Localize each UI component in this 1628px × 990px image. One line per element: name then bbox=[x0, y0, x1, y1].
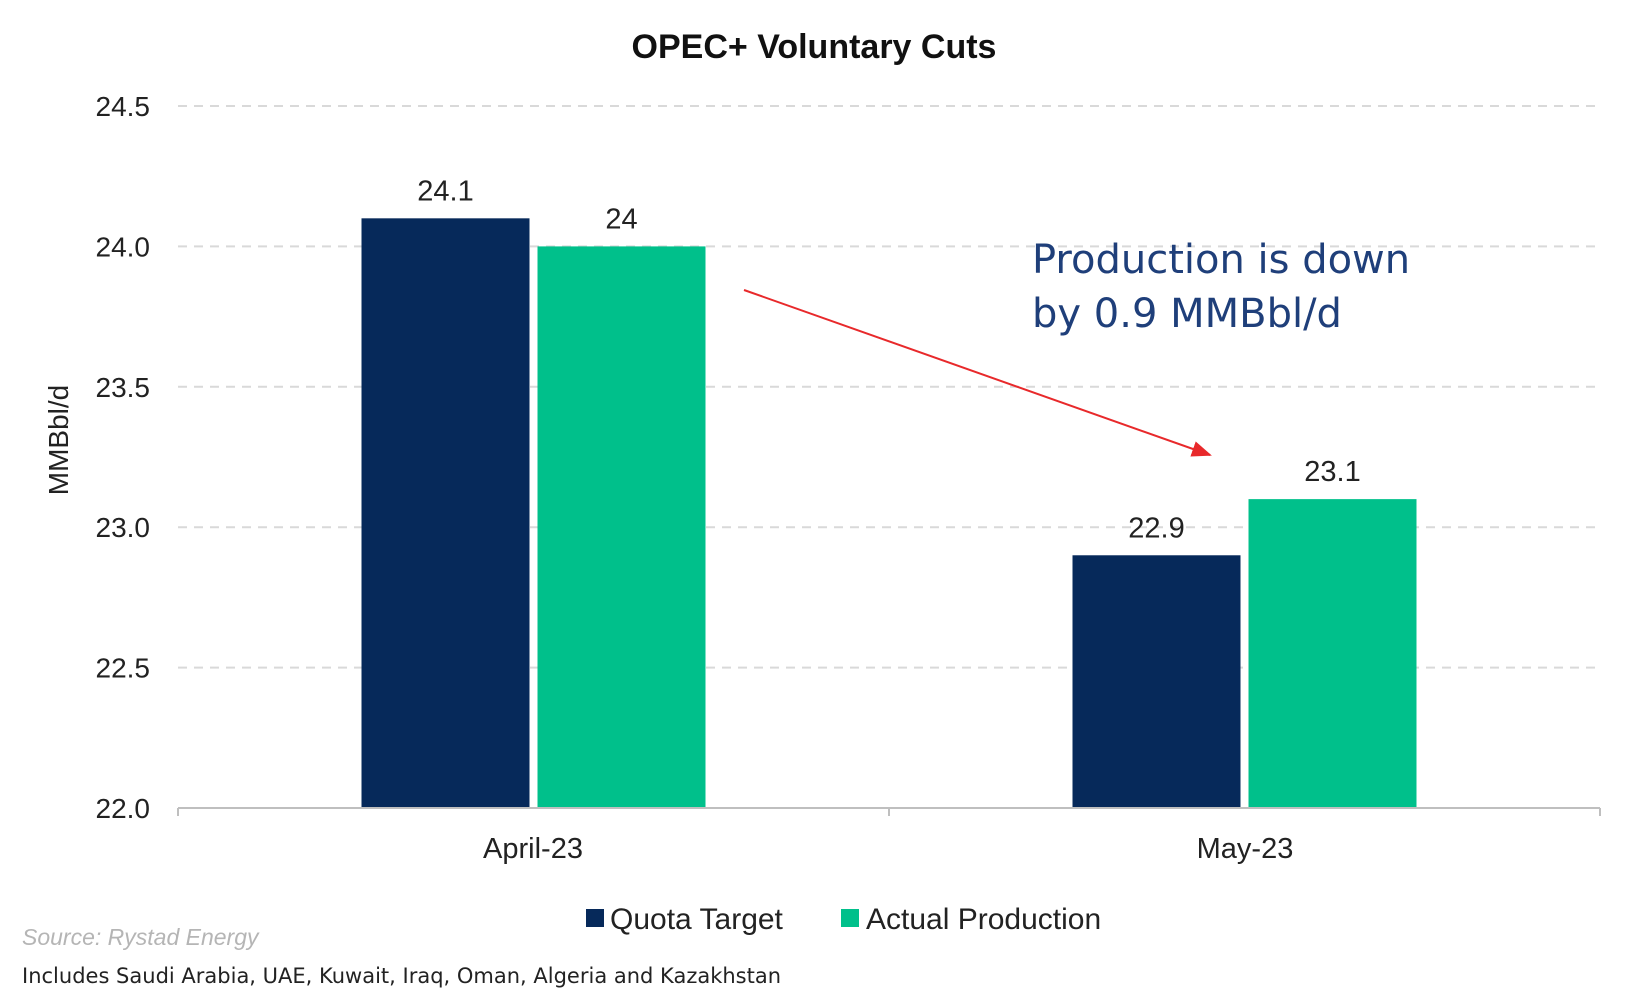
legend-swatch-actual-production bbox=[841, 909, 859, 927]
data-label-quota-target-1: 22.9 bbox=[1128, 512, 1184, 544]
legend: Quota Target Actual Production bbox=[586, 903, 1101, 936]
annotation-line-1: Production is down bbox=[1032, 237, 1410, 283]
bars bbox=[361, 218, 1417, 808]
y-tick-label: 24.0 bbox=[96, 231, 151, 262]
legend-label-actual-production: Actual Production bbox=[866, 903, 1101, 936]
y-axis-label: MMBbl/d bbox=[43, 385, 74, 495]
annotation-arrow bbox=[743, 289, 1212, 457]
data-label-actual-production-1: 23.1 bbox=[1304, 456, 1360, 488]
legend-swatch-quota-target bbox=[586, 909, 604, 927]
bar-quota-target-1 bbox=[1072, 555, 1241, 808]
data-label-quota-target-0: 24.1 bbox=[417, 175, 473, 207]
category-label-april: April-23 bbox=[483, 833, 583, 865]
bar-actual-production-0 bbox=[537, 246, 706, 808]
bar-quota-target-0 bbox=[361, 218, 530, 808]
data-label-actual-production-0: 24 bbox=[605, 203, 637, 235]
y-tick-label: 23.0 bbox=[96, 512, 151, 543]
bar-actual-production-1 bbox=[1248, 499, 1417, 808]
bar-value-labels: 24.1 24 22.9 23.1 bbox=[417, 175, 1360, 544]
y-tick-label: 24.5 bbox=[96, 91, 151, 122]
source-note: Source: Rystad Energy bbox=[22, 924, 260, 950]
y-axis-ticks: 22.0 22.5 23.0 23.5 24.0 24.5 bbox=[96, 91, 151, 824]
y-tick-label: 23.5 bbox=[96, 372, 151, 403]
legend-label-quota-target: Quota Target bbox=[610, 903, 784, 936]
y-tick-label: 22.0 bbox=[96, 793, 151, 824]
chart-title: OPEC+ Voluntary Cuts bbox=[632, 28, 997, 66]
annotation-line-2: by 0.9 MMBbl/d bbox=[1032, 291, 1342, 337]
countries-note: Includes Saudi Arabia, UAE, Kuwait, Iraq… bbox=[22, 964, 781, 988]
y-tick-label: 22.5 bbox=[96, 653, 151, 684]
category-label-may: May-23 bbox=[1197, 833, 1294, 865]
